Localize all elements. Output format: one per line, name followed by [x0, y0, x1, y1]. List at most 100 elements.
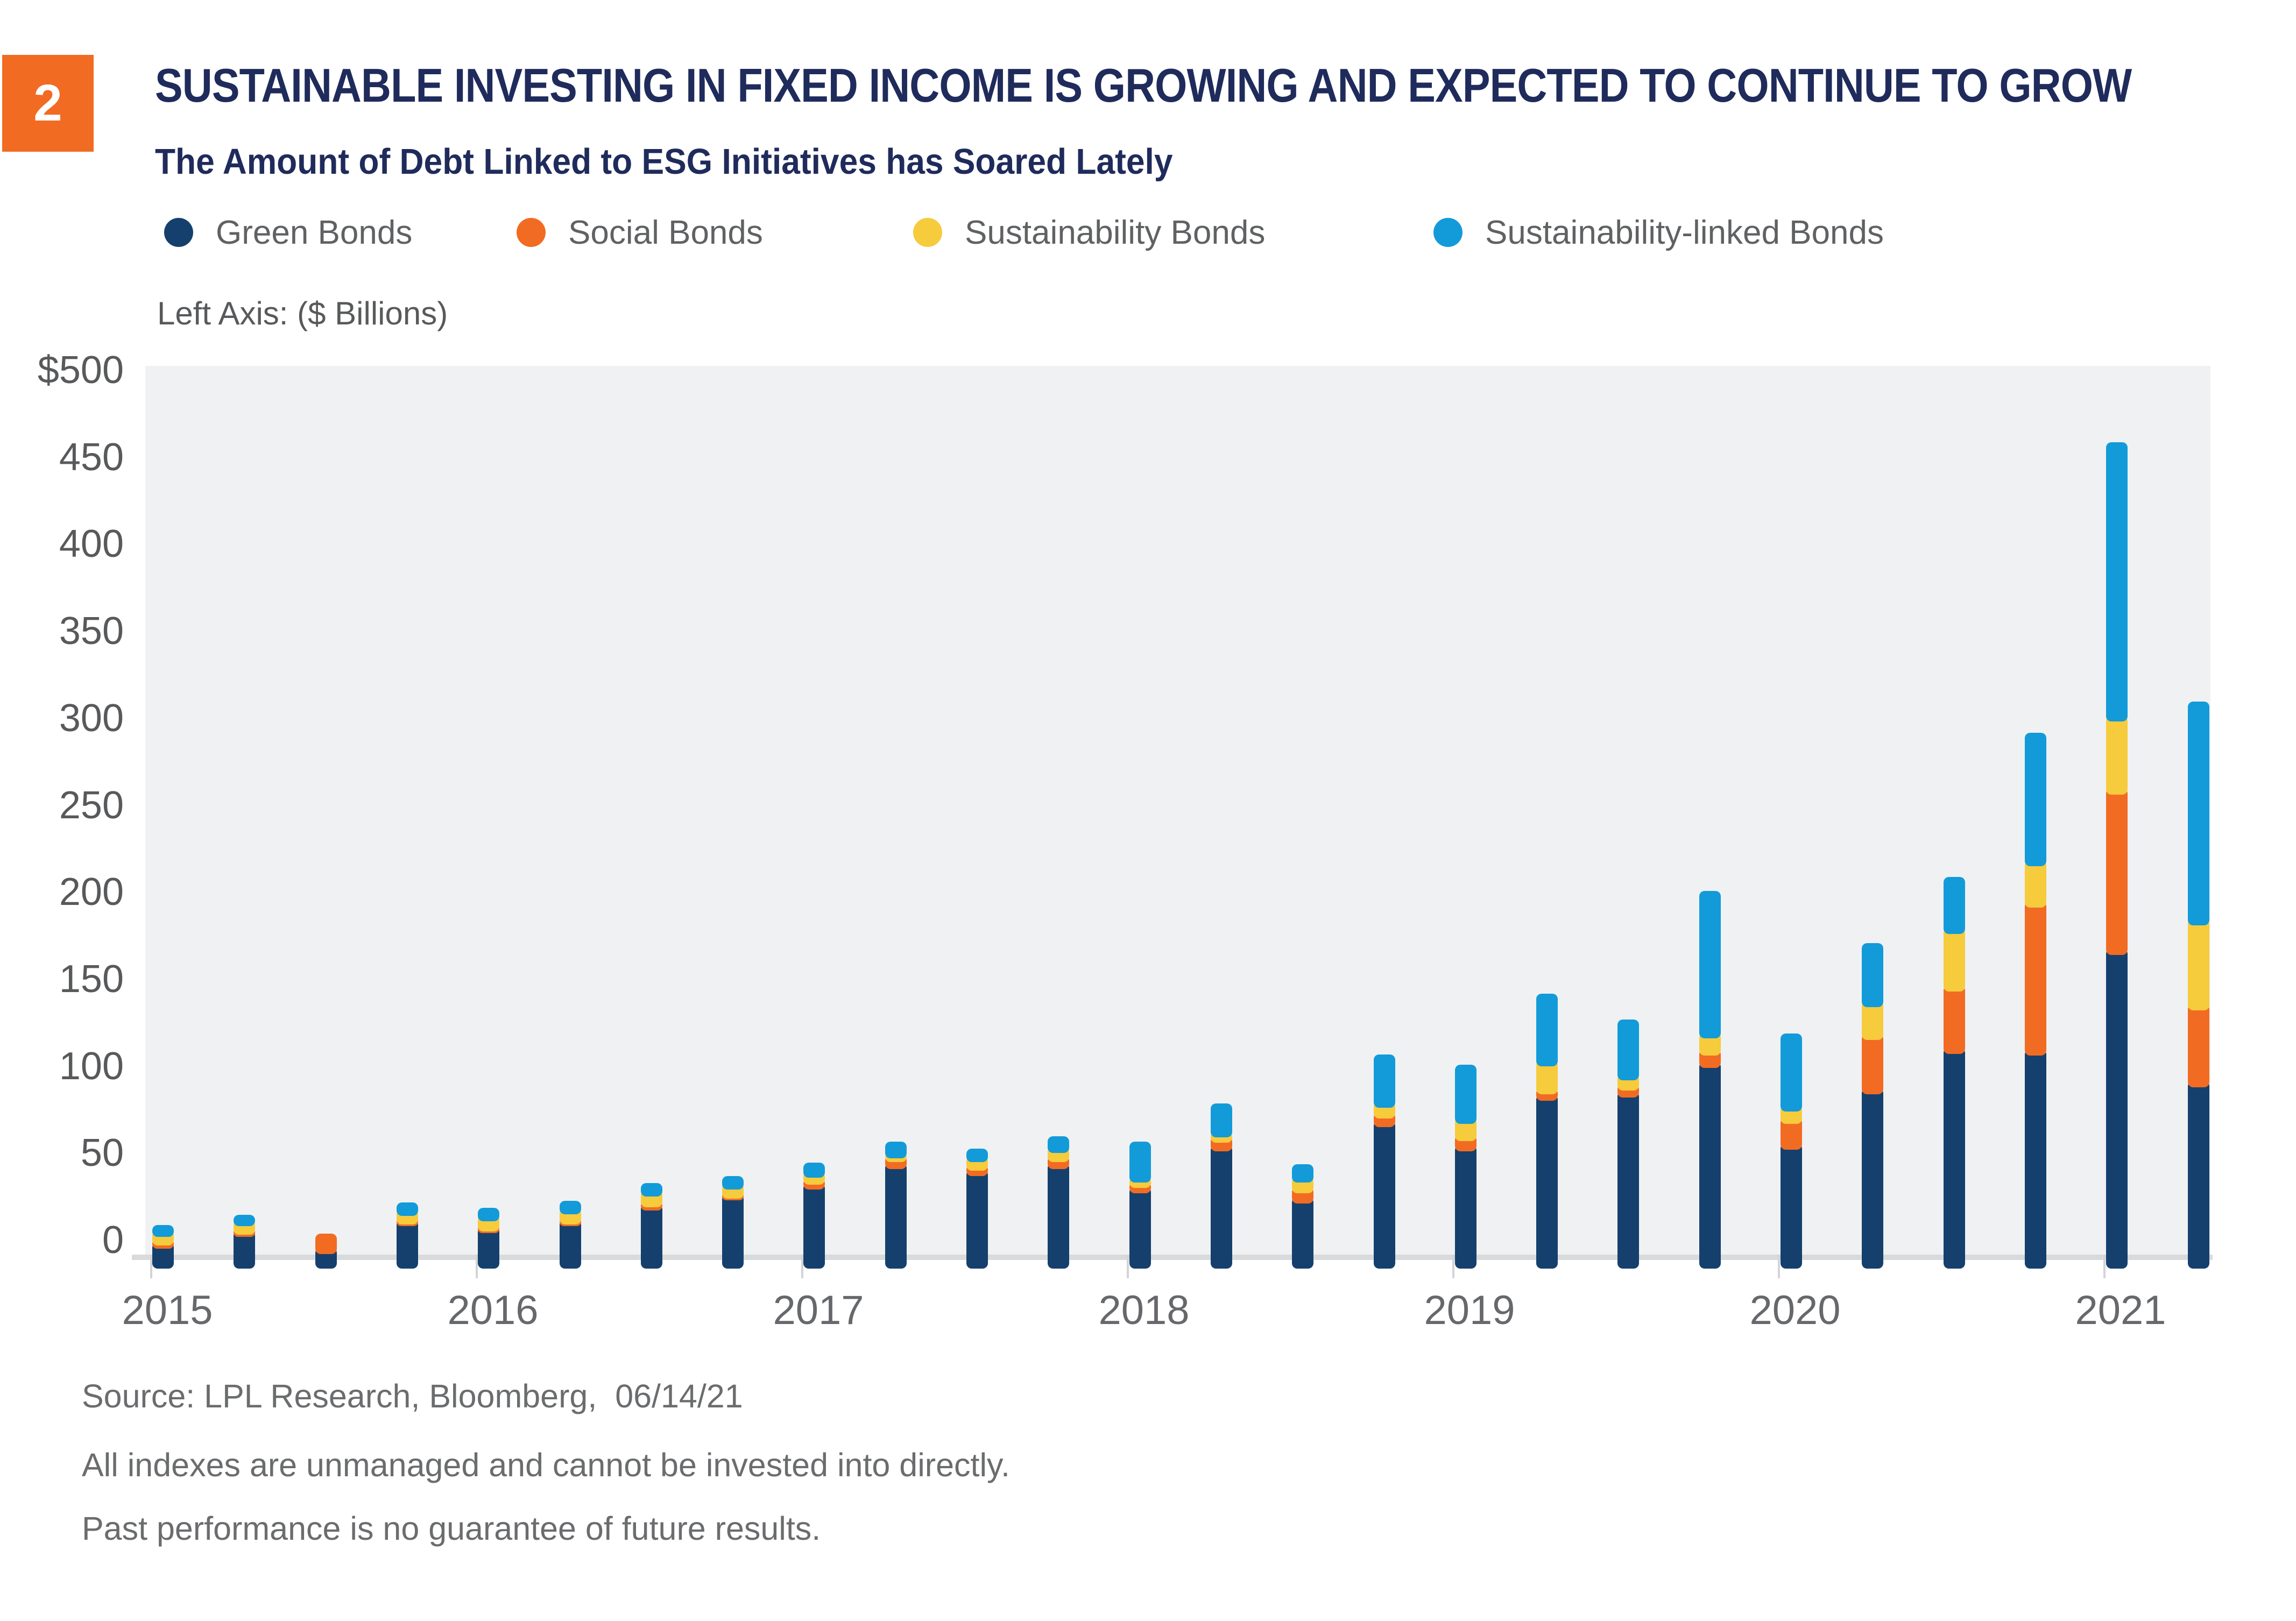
- bar-segment: [2187, 701, 2209, 925]
- figure-number-badge: 2: [2, 55, 94, 152]
- plot-area: [145, 366, 2210, 1255]
- legend-label: Social Bonds: [568, 214, 763, 251]
- bar-segment: [1617, 1020, 1640, 1080]
- bar-segment: [1943, 877, 1965, 934]
- chart-subtitle: The Amount of Debt Linked to ESG Initiat…: [155, 141, 1173, 182]
- legend-dot-icon: [913, 218, 942, 247]
- legend-item: Green Bonds: [164, 214, 412, 251]
- bar-segment: [1454, 1065, 1476, 1124]
- bar-segment: [722, 1193, 744, 1269]
- bar-segment: [2187, 1080, 2209, 1269]
- legend-item: Social Bonds: [517, 214, 763, 251]
- bar-segment: [1862, 1000, 1884, 1040]
- bar-segment: [885, 1141, 907, 1159]
- bar-segment: [1210, 1145, 1232, 1269]
- legend-label: Green Bonds: [216, 214, 413, 251]
- bar-segment: [1454, 1145, 1476, 1269]
- legend-dot-icon: [1433, 218, 1463, 247]
- bar-segment: [234, 1214, 256, 1227]
- disclosure-line-2: Past performance is no guarantee of futu…: [82, 1510, 821, 1547]
- bar-segment: [152, 1225, 174, 1237]
- bar-segment: [966, 1169, 988, 1269]
- bar-segment: [1048, 1162, 1070, 1269]
- y-tick-label: 50: [80, 1131, 124, 1175]
- bar-segment: [1129, 1141, 1151, 1183]
- x-tick-label: 2016: [447, 1287, 539, 1333]
- disclosure-line-1: All indexes are unmanaged and cannot be …: [82, 1447, 1010, 1483]
- bar-segment: [803, 1162, 825, 1178]
- y-tick-label: 0: [102, 1219, 124, 1262]
- bar-segment: [640, 1204, 662, 1269]
- bar-segment: [1210, 1103, 1232, 1138]
- bar-segment: [1373, 1120, 1395, 1269]
- bar-segment: [1943, 1047, 1965, 1269]
- bar-segment: [1129, 1186, 1151, 1269]
- x-tick: [2103, 1255, 2106, 1278]
- bar-segment: [2024, 732, 2046, 866]
- bar-segment: [1781, 1034, 1802, 1112]
- y-tick-label: $500: [37, 349, 124, 392]
- bar-segment: [2106, 442, 2128, 722]
- y-tick-label: 350: [59, 610, 124, 653]
- x-tick-label: 2017: [773, 1287, 864, 1333]
- bar-segment: [396, 1220, 418, 1269]
- bar-segment: [1943, 985, 1965, 1054]
- bar-segment: [2024, 859, 2046, 908]
- x-axis-line: [132, 1255, 2213, 1260]
- bar-segment: [559, 1200, 581, 1214]
- x-tick: [1452, 1255, 1454, 1278]
- bar-segment: [1536, 1094, 1558, 1269]
- y-tick-label: 200: [59, 870, 124, 914]
- y-tick-label: 300: [59, 696, 124, 740]
- bar-segment: [1699, 891, 1721, 1039]
- bar-segment: [2024, 1049, 2046, 1269]
- left-axis-note: Left Axis: ($ Billions): [157, 295, 448, 331]
- x-tick: [1127, 1255, 1129, 1278]
- x-tick: [801, 1255, 803, 1278]
- bar-segment: [2106, 948, 2128, 1269]
- legend-item: Sustainability-linked Bonds: [1433, 214, 1884, 251]
- source-line: Source: LPL Research, Bloomberg, 06/14/2…: [82, 1378, 743, 1414]
- bar-segment: [559, 1220, 581, 1269]
- bar-segment: [1373, 1054, 1395, 1108]
- x-tick-label: 2018: [1098, 1287, 1190, 1333]
- bar-segment: [315, 1234, 337, 1255]
- bar-segment: [1292, 1197, 1314, 1269]
- x-tick-label: 2015: [122, 1287, 213, 1333]
- bar-segment: [966, 1148, 988, 1162]
- bar-segment: [478, 1227, 500, 1269]
- bar-segment: [1943, 928, 1965, 992]
- x-tick-label: 2019: [1424, 1287, 1515, 1333]
- legend-dot-icon: [164, 218, 193, 247]
- bar-segment: [640, 1183, 662, 1197]
- x-tick-label: 2020: [1749, 1287, 1841, 1333]
- bar-segment: [2024, 901, 2046, 1056]
- bar-segment: [478, 1207, 500, 1221]
- bar-segment: [1048, 1136, 1070, 1153]
- bar-segment: [722, 1176, 744, 1190]
- bar-segment: [1699, 1061, 1721, 1269]
- x-tick: [1778, 1255, 1780, 1278]
- y-tick-label: 450: [59, 435, 124, 479]
- bar-segment: [803, 1183, 825, 1269]
- x-tick: [150, 1255, 152, 1278]
- bar-segment: [885, 1162, 907, 1269]
- bar-segment: [1292, 1164, 1314, 1183]
- legend-dot-icon: [517, 218, 546, 247]
- legend-label: Sustainability Bonds: [965, 214, 1266, 251]
- bar-segment: [1781, 1143, 1802, 1269]
- x-tick: [476, 1255, 478, 1278]
- y-tick-label: 150: [59, 957, 124, 1001]
- legend-label: Sustainability-linked Bonds: [1485, 214, 1884, 251]
- y-tick-label: 100: [59, 1044, 124, 1088]
- legend-item: Sustainability Bonds: [913, 214, 1265, 251]
- x-tick-label: 2021: [2075, 1287, 2166, 1333]
- bar-segment: [2187, 1004, 2209, 1087]
- figure-number: 2: [33, 74, 62, 132]
- bar-segment: [2187, 918, 2209, 1011]
- y-tick-label: 400: [59, 522, 124, 566]
- bar-segment: [1862, 1087, 1884, 1269]
- bar-segment: [1862, 1034, 1884, 1094]
- bar-segment: [1862, 943, 1884, 1007]
